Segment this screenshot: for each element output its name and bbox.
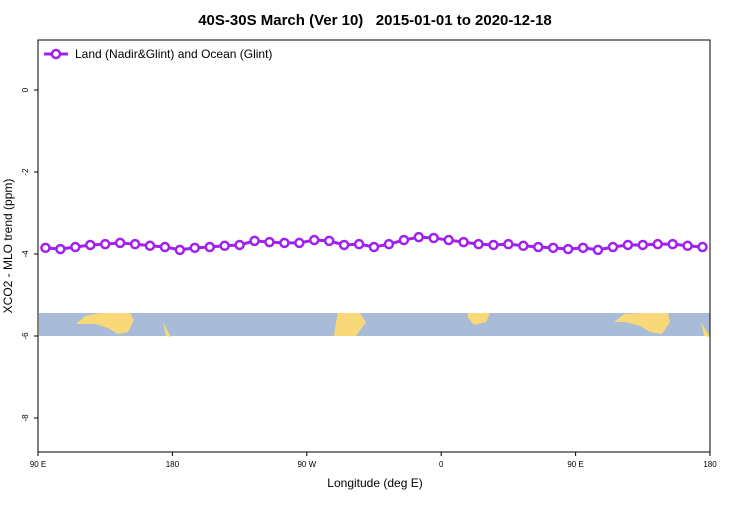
point	[682, 240, 693, 252]
legend-label: Land (Nadir&Glint) and Ocean (Glint)	[75, 47, 272, 61]
point	[114, 237, 126, 249]
point	[488, 239, 499, 251]
point	[473, 238, 484, 250]
y-tick-label: -4	[21, 250, 30, 258]
point	[40, 242, 51, 254]
point	[204, 241, 215, 253]
point	[279, 237, 290, 249]
point	[667, 238, 678, 250]
x-axis-label: Longitude (deg E)	[327, 476, 422, 490]
point	[159, 241, 171, 253]
point	[533, 241, 544, 253]
point	[547, 242, 559, 254]
chart-title: 40S-30S March (Ver 10) 2015-01-01 to 202…	[198, 12, 552, 29]
point	[398, 234, 410, 246]
point	[99, 238, 111, 250]
point	[607, 241, 619, 253]
point	[264, 236, 275, 248]
point	[637, 239, 649, 251]
point	[219, 240, 230, 252]
point	[652, 238, 663, 250]
point	[353, 238, 365, 250]
point	[85, 239, 96, 251]
point	[413, 231, 425, 243]
point	[562, 243, 574, 255]
point	[294, 237, 305, 249]
point	[323, 235, 335, 247]
y-tick-label: -6	[21, 332, 30, 340]
y-tick-label: -8	[21, 414, 30, 422]
x-tick-label: 90 E	[567, 460, 583, 469]
point	[309, 234, 320, 246]
map-strip	[39, 313, 710, 337]
y-axis-label: XCO2 - MLO trend (ppm)	[1, 179, 15, 314]
point	[622, 239, 634, 251]
legend-marker	[50, 48, 62, 60]
point	[55, 243, 66, 255]
x-tick-label: 90 W	[297, 460, 316, 469]
point	[577, 242, 589, 254]
point	[338, 239, 350, 251]
point	[458, 236, 469, 248]
point	[503, 238, 514, 250]
x-tick-label: 180	[166, 460, 180, 469]
point	[70, 241, 81, 253]
point	[518, 240, 529, 252]
x-tick-label: 180	[703, 460, 717, 469]
point	[144, 240, 156, 252]
point	[428, 232, 439, 244]
point	[174, 244, 186, 256]
x-tick-label: 90 E	[30, 460, 46, 469]
y-tick-label: 0	[21, 87, 30, 92]
point	[443, 234, 454, 246]
point	[189, 242, 201, 254]
point	[592, 244, 604, 256]
point	[383, 238, 395, 250]
x-tick-label: 0	[439, 460, 444, 469]
y-tick-label: -2	[21, 168, 30, 176]
point	[249, 235, 260, 247]
point	[368, 241, 380, 253]
point	[129, 238, 141, 250]
plot-frame	[37, 39, 711, 453]
point	[697, 241, 708, 253]
point	[234, 239, 245, 251]
